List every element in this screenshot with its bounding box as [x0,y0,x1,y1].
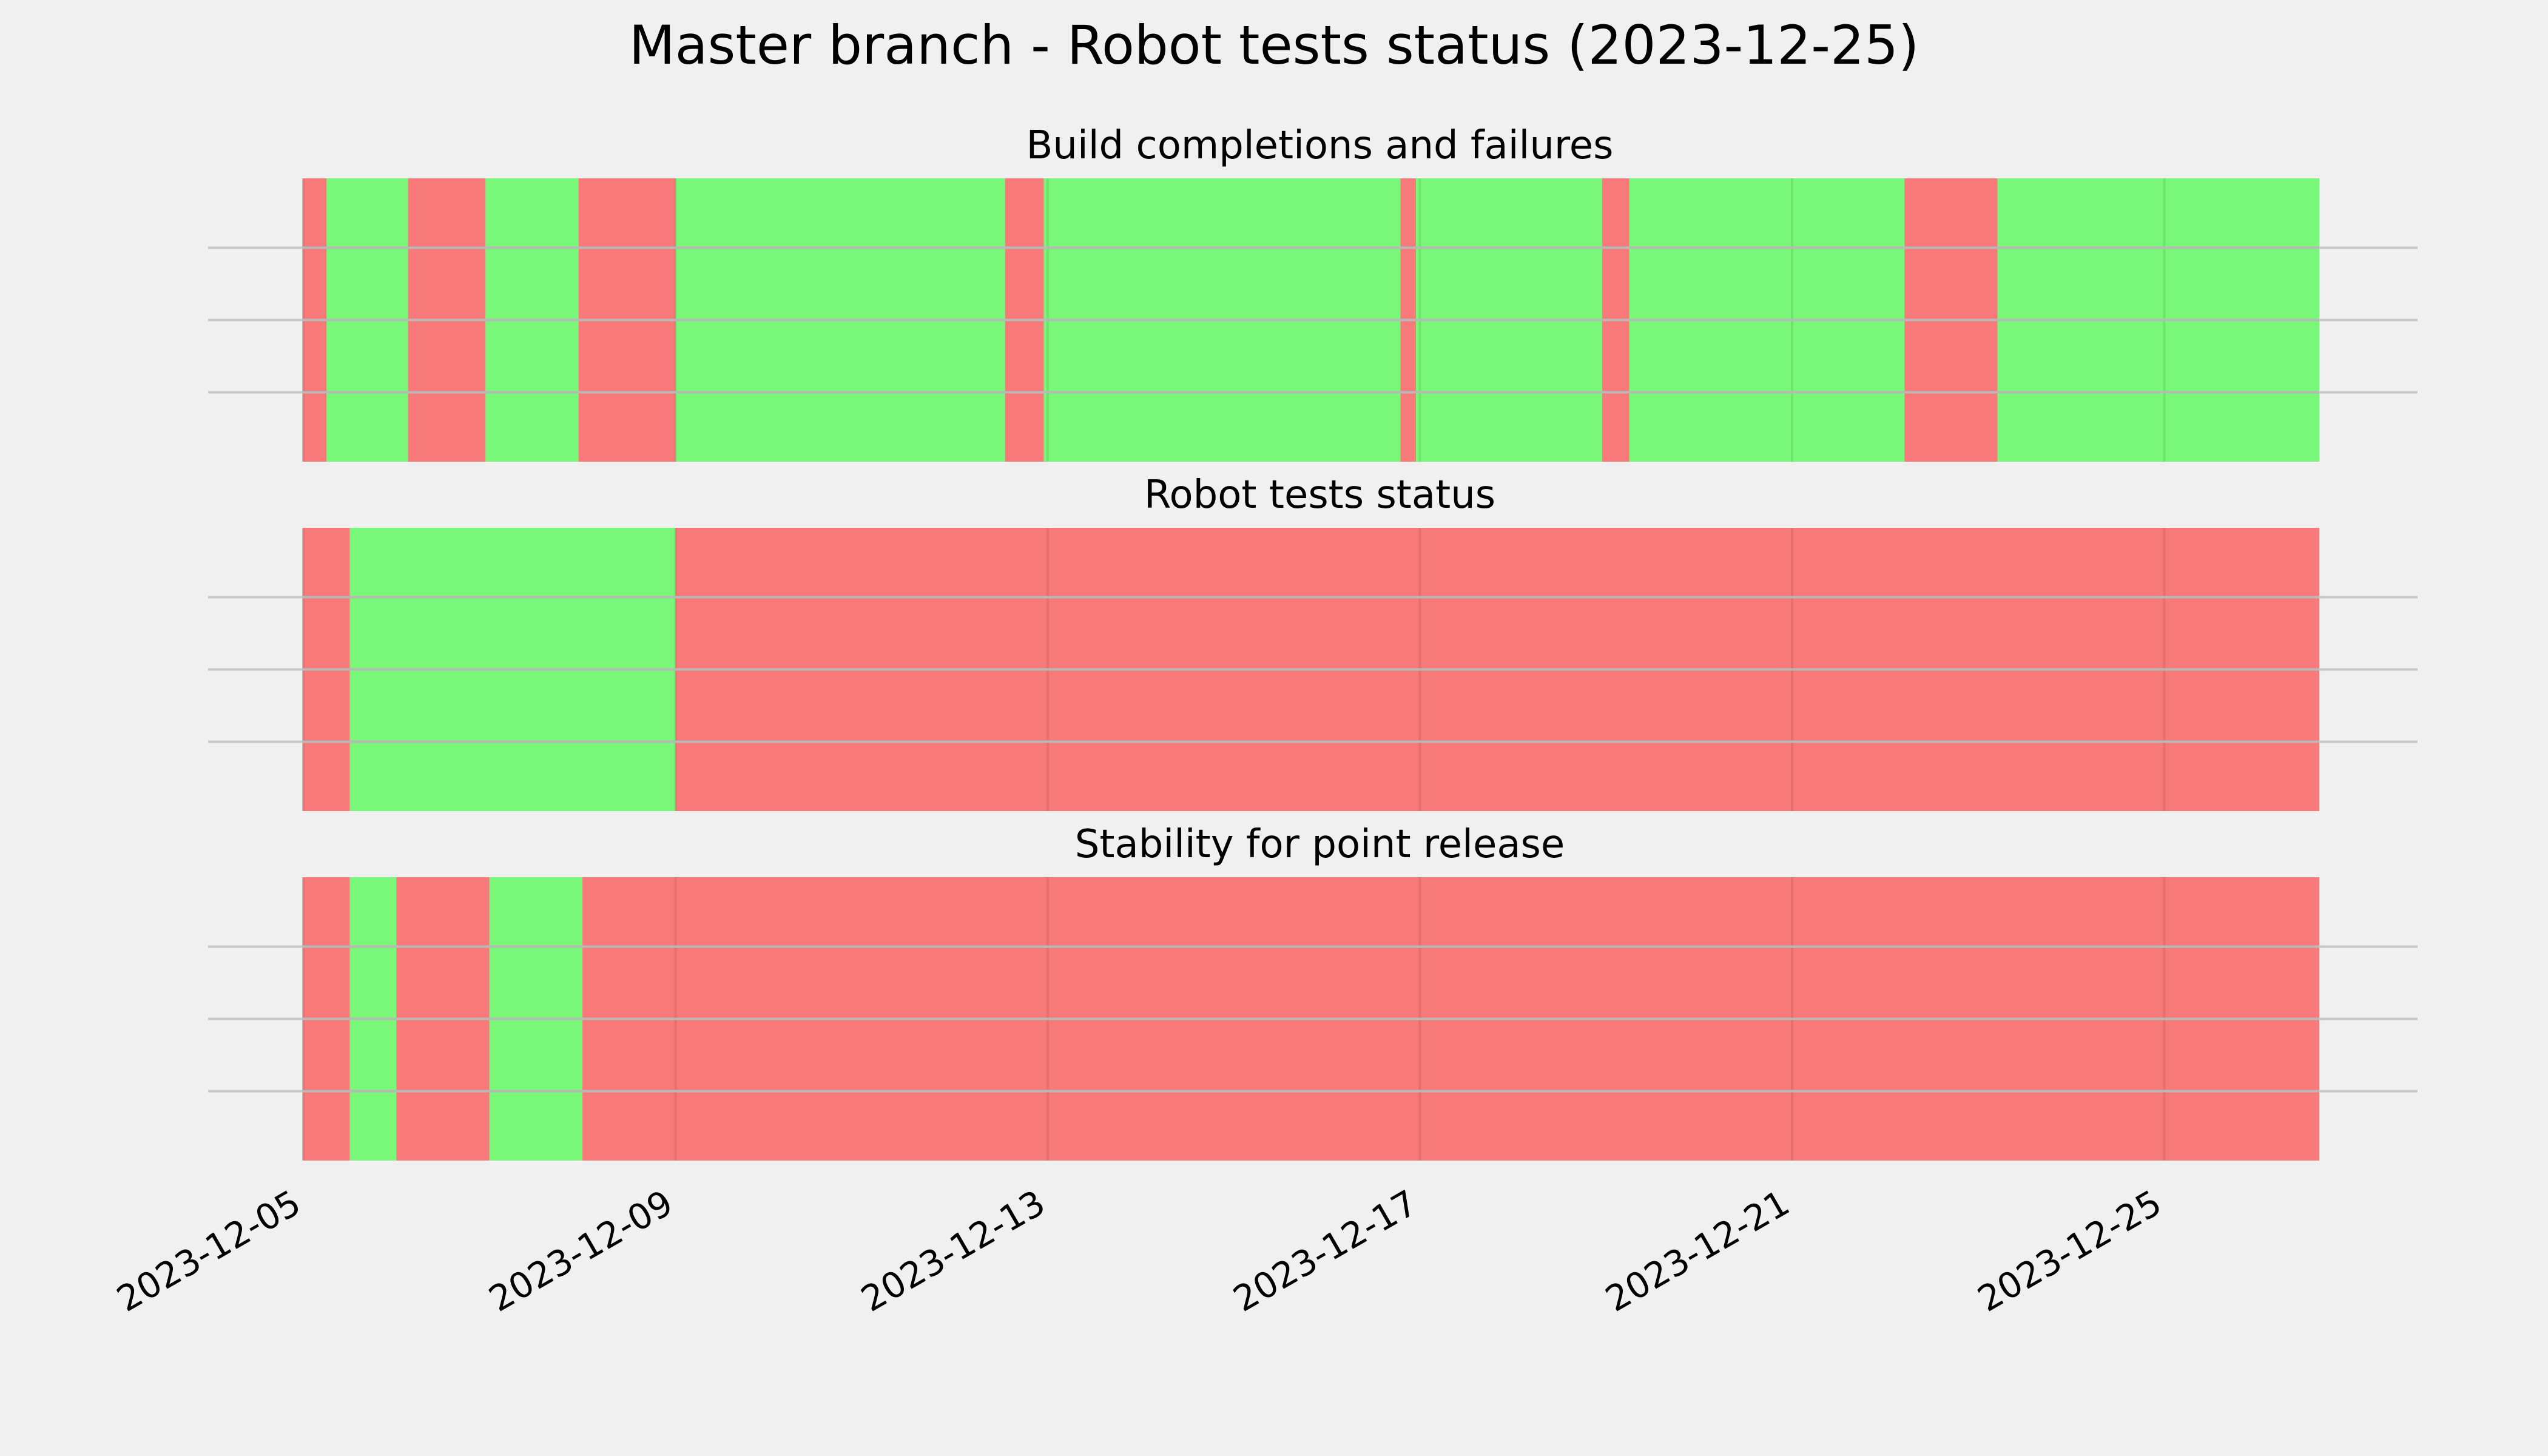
panel-1: Build completions and failures [208,123,2418,462]
panel-3: Stability for point release [208,822,2418,1161]
panels-group: Build completions and failures Robot test… [208,123,2418,1161]
panel-title: Stability for point release [1075,822,1565,867]
chart-title: Master branch - Robot tests status (2023… [629,14,1919,76]
panel-title: Robot tests status [1144,473,1495,517]
panel-2: Robot tests status [208,473,2418,811]
panel-title: Build completions and failures [1026,123,1614,168]
